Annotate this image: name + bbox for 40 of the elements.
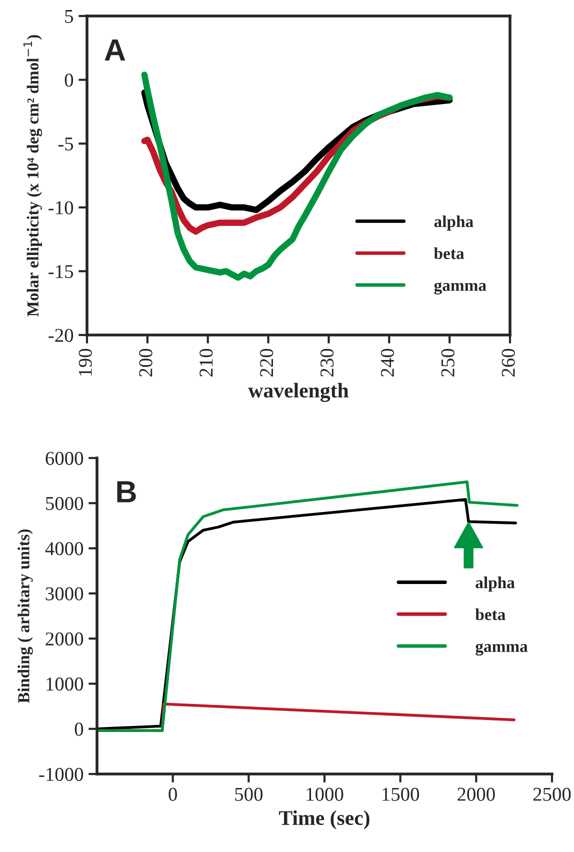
y-tick-label: 2000 (46, 632, 84, 646)
x-tick-label: 260 (502, 348, 515, 377)
x-tick-label: 190 (78, 348, 92, 376)
x-tick-label: 2500 (533, 788, 571, 801)
x-tick-label: 1500 (382, 788, 420, 801)
y-tick-label: -20 (48, 328, 74, 342)
y-tick-label: 5000 (46, 496, 84, 510)
y-tick-label: 5 (65, 10, 74, 23)
x-tick-label: 500 (235, 788, 263, 801)
x-tick-label: 250 (441, 348, 454, 377)
x-axis-title: wavelength (248, 382, 349, 402)
legend-label: alpha (434, 215, 474, 231)
x-tick-label: 1000 (306, 788, 344, 801)
y-tick-label: 1000 (46, 678, 84, 691)
annotation: A (104, 39, 126, 60)
legend-label: beta (434, 247, 464, 260)
legend-label: beta (475, 608, 506, 620)
y-tick-label: 6000 (46, 452, 84, 465)
y-axis-title: Molar ellipticity (x 10⁴ deg cm² dmol$^{−1}$) (24, 35, 42, 316)
y-tick-label: -10 (48, 201, 74, 214)
y-tick-label: 3000 (46, 587, 84, 600)
legend-label: gamma (476, 643, 528, 656)
y-axis-title: Binding ( arbitary units) (18, 529, 33, 704)
x-tick-label: 2000 (458, 788, 495, 801)
x-tick-label: 230 (320, 348, 334, 377)
legend-label: gamma (434, 282, 486, 294)
legend-label: alpha (476, 576, 515, 592)
x-axis-title: Time (sec) (279, 810, 370, 830)
y-tick-label: -1000 (39, 768, 84, 781)
y-tick-label: -5 (58, 138, 74, 151)
x-tick-label: 220 (260, 348, 274, 377)
annotation: B (117, 481, 136, 502)
x-tick-label: 240 (380, 348, 394, 377)
y-tick-label: 0 (64, 74, 74, 87)
y-tick-label: 4000 (45, 542, 84, 556)
x-tick-label: 200 (139, 348, 152, 377)
y-tick-label: 0 (74, 722, 84, 736)
y-tick-label: -15 (48, 265, 74, 278)
x-tick-label: 0 (168, 788, 177, 801)
x-tick-label: 210 (200, 348, 213, 377)
